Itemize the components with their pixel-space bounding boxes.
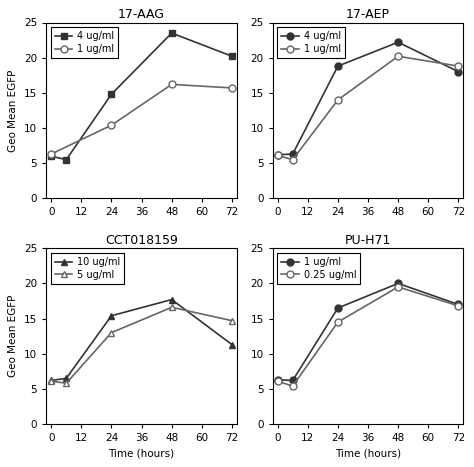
1 ug/ml [456, 64, 461, 69]
5 ug/ml [229, 318, 235, 324]
4 ug/ml [335, 64, 341, 69]
Title: CCT018159: CCT018159 [105, 234, 178, 247]
Title: 17-AAG: 17-AAG [118, 8, 165, 21]
1 ug/ml [290, 157, 296, 163]
1 ug/ml [169, 82, 174, 87]
Title: 17-AEP: 17-AEP [346, 8, 390, 21]
4 ug/ml [109, 92, 114, 97]
1 ug/ml [48, 151, 54, 157]
10 ug/ml [64, 375, 69, 381]
1 ug/ml [109, 122, 114, 128]
4 ug/ml [290, 151, 296, 157]
1 ug/ml [456, 302, 461, 307]
4 ug/ml [169, 30, 174, 36]
0.25 ug/ml [456, 303, 461, 309]
Line: 4 ug/ml: 4 ug/ml [48, 29, 236, 163]
4 ug/ml [275, 152, 281, 157]
Line: 10 ug/ml: 10 ug/ml [48, 296, 236, 384]
0.25 ug/ml [275, 378, 281, 384]
0.25 ug/ml [395, 284, 401, 290]
1 ug/ml [395, 53, 401, 59]
4 ug/ml [395, 39, 401, 45]
Title: PU-H71: PU-H71 [345, 234, 391, 247]
10 ug/ml [169, 297, 174, 302]
4 ug/ml [48, 153, 54, 159]
Legend: 4 ug/ml, 1 ug/ml: 4 ug/ml, 1 ug/ml [51, 28, 118, 58]
X-axis label: Time (hours): Time (hours) [335, 449, 401, 459]
Line: 4 ug/ml: 4 ug/ml [274, 39, 462, 158]
10 ug/ml [229, 342, 235, 347]
5 ug/ml [48, 378, 54, 384]
X-axis label: Time (hours): Time (hours) [109, 449, 174, 459]
4 ug/ml [64, 157, 69, 163]
1 ug/ml [290, 378, 296, 383]
10 ug/ml [48, 378, 54, 383]
1 ug/ml [335, 305, 341, 311]
0.25 ug/ml [290, 383, 296, 389]
Legend: 1 ug/ml, 0.25 ug/ml: 1 ug/ml, 0.25 ug/ml [277, 253, 360, 284]
Y-axis label: Geo Mean EGFP: Geo Mean EGFP [9, 295, 18, 377]
Y-axis label: Geo Mean EGFP: Geo Mean EGFP [9, 69, 18, 152]
1 ug/ml [395, 281, 401, 286]
Line: 1 ug/ml: 1 ug/ml [274, 280, 462, 384]
5 ug/ml [169, 304, 174, 310]
Line: 0.25 ug/ml: 0.25 ug/ml [274, 283, 462, 389]
Line: 1 ug/ml: 1 ug/ml [48, 81, 236, 157]
Line: 5 ug/ml: 5 ug/ml [48, 304, 236, 387]
1 ug/ml [335, 97, 341, 103]
10 ug/ml [109, 313, 114, 318]
Line: 1 ug/ml: 1 ug/ml [274, 53, 462, 163]
4 ug/ml [456, 69, 461, 75]
0.25 ug/ml [335, 319, 341, 325]
1 ug/ml [275, 153, 281, 158]
Legend: 4 ug/ml, 1 ug/ml: 4 ug/ml, 1 ug/ml [277, 28, 345, 58]
4 ug/ml [229, 53, 235, 59]
5 ug/ml [64, 381, 69, 386]
5 ug/ml [109, 330, 114, 335]
1 ug/ml [275, 377, 281, 382]
1 ug/ml [229, 85, 235, 91]
Legend: 10 ug/ml, 5 ug/ml: 10 ug/ml, 5 ug/ml [51, 253, 124, 284]
